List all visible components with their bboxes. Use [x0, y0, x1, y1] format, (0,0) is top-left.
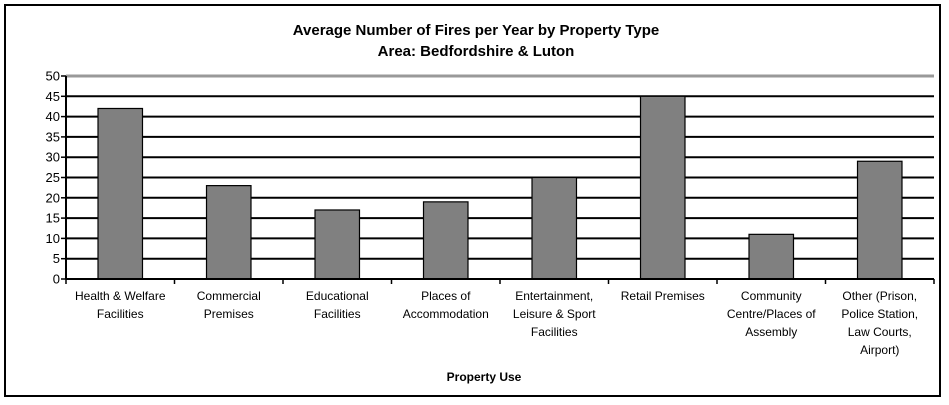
x-category-label: Law Courts,	[848, 325, 912, 339]
y-tick-label: 5	[53, 251, 60, 266]
bar	[639, 95, 686, 280]
x-category-label: Educational	[306, 289, 369, 303]
x-category-label: Accommodation	[403, 307, 489, 321]
x-category-label: Other (Prison,	[842, 289, 917, 303]
x-category-label: Health & Welfare	[75, 289, 166, 303]
axes	[61, 75, 935, 284]
y-tick-label: 35	[46, 129, 60, 144]
bar-chart: Average Number of Fires per Year by Prop…	[46, 22, 935, 384]
y-tick-label: 20	[46, 190, 60, 205]
y-tick-labels: 0 5 10 15 20 25 30 35 40 45 50	[46, 69, 60, 287]
x-category-label: Airport)	[860, 343, 899, 357]
x-category-label: Facilities	[314, 307, 361, 321]
x-category-label: Places of	[421, 289, 471, 303]
x-category-label: Facilities	[97, 307, 144, 321]
y-tick-label: 0	[53, 272, 60, 287]
y-tick-label: 25	[46, 170, 60, 185]
x-category-label: Leisure & Sport	[513, 307, 596, 321]
x-category-label: Facilities	[531, 325, 578, 339]
bar	[205, 185, 252, 280]
y-tick-label: 15	[46, 211, 60, 226]
bar	[422, 201, 469, 280]
x-category-label: Centre/Places of	[727, 307, 816, 321]
x-category-label: Police Station,	[841, 307, 918, 321]
chart-title: Average Number of Fires per Year by Prop…	[293, 22, 660, 39]
y-tick-label: 10	[46, 231, 60, 246]
gridlines	[66, 74, 934, 260]
y-tick-label: 40	[46, 109, 60, 124]
bar	[531, 176, 578, 280]
x-category-label: Community	[741, 289, 802, 303]
bars	[97, 95, 903, 280]
bar	[314, 209, 361, 280]
bar	[748, 233, 795, 280]
x-axis-title: Property Use	[447, 370, 522, 384]
x-category-labels: Health & Welfare Facilities Commercial Prem…	[75, 289, 918, 357]
x-category-label: Commercial	[197, 289, 261, 303]
y-tick-label: 30	[46, 150, 60, 165]
chart-subtitle: Area: Bedfordshire & Luton	[378, 43, 575, 60]
bar	[856, 160, 903, 280]
chart-frame: Average Number of Fires per Year by Prop…	[4, 4, 941, 397]
x-category-label: Retail Premises	[621, 289, 705, 303]
y-tick-label: 50	[46, 69, 60, 84]
x-category-label: Assembly	[745, 325, 797, 339]
x-category-label: Entertainment,	[515, 289, 593, 303]
y-tick-label: 45	[46, 89, 60, 104]
bar	[97, 107, 144, 280]
x-category-label: Premises	[204, 307, 254, 321]
